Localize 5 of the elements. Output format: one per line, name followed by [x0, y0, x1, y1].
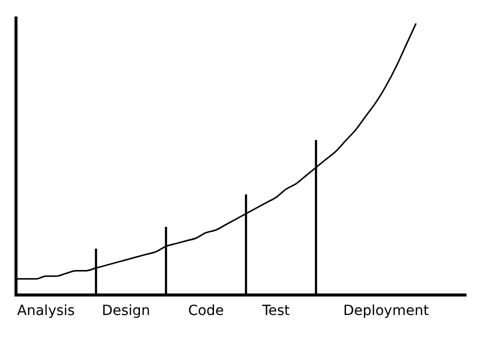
x-tick-label: Analysis: [17, 303, 75, 320]
x-tick-label: Deployment: [343, 303, 430, 320]
x-tick-label: Test: [261, 303, 290, 320]
x-tick-label: Design: [102, 303, 150, 320]
x-tick-label: Code: [188, 303, 224, 320]
